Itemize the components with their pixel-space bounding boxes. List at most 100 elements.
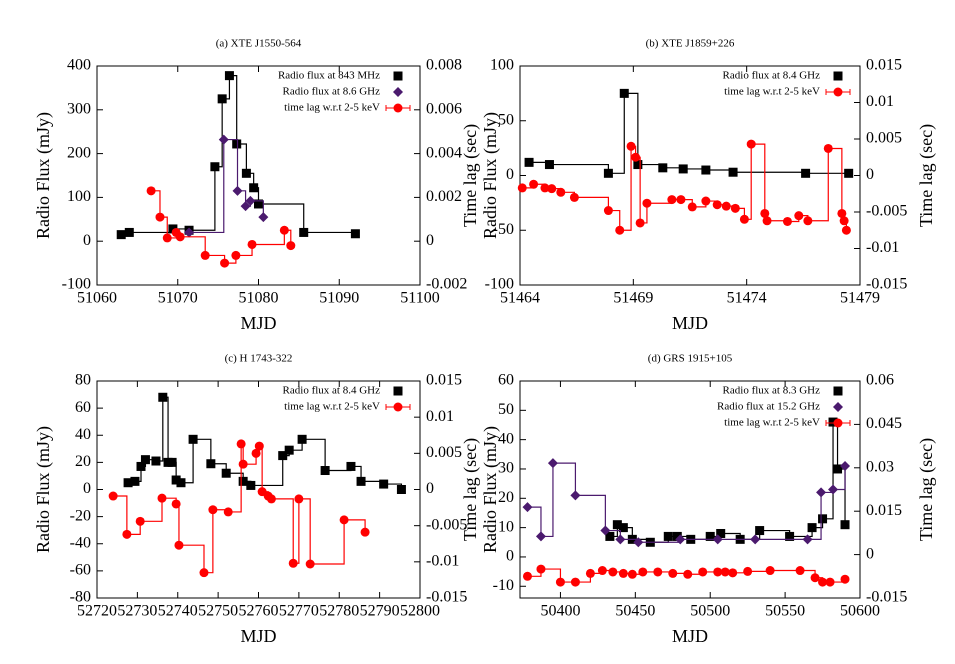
marker-diamond [840,461,851,472]
marker-circle [743,566,753,576]
marker-circle [585,568,595,578]
x-axis-label: MJD [240,313,276,333]
y-tick-label: 50 [498,401,514,418]
x-tick-label: 51464 [500,290,540,307]
marker-square [158,392,168,402]
y-tick-label: 40 [498,430,514,447]
marker-circle [236,439,246,449]
y-tick-label: 0 [83,480,91,497]
y-tick-label: -100 [62,276,91,293]
marker-square [393,71,403,81]
y-tick-label: -50 [493,221,514,238]
panel-title: (b) XTE J1859+226 [646,38,735,50]
marker-square [393,386,403,396]
legend-label: Radio flux at 8.4 GHz [723,70,821,82]
y-tick-label: -40 [70,534,91,551]
marker-square [807,523,817,533]
y-tick-label: 300 [67,100,91,117]
plot-frame [519,380,861,599]
marker-diamond [750,534,761,545]
marker-circle [108,491,118,501]
marker-square [278,451,288,461]
marker-square [320,466,330,476]
x-tick-label: 52740 [158,603,198,620]
series-line [527,462,846,543]
marker-square [238,476,248,486]
x-tick-label: 52720 [77,603,117,620]
marker-square [728,167,738,177]
x-tick-label: 51060 [77,290,117,307]
marker-square [633,160,643,170]
marker-square [678,164,688,174]
marker-diamond [833,402,843,412]
marker-circle [739,214,749,224]
marker-circle [701,196,711,206]
x-tick-label: 50400 [540,603,580,620]
y2-axis-label: Time lag (sec) [916,124,937,227]
marker-square [844,168,854,178]
marker-square [206,459,216,469]
y2-tick-label: 0.045 [866,415,902,432]
x-tick-label: 51100 [400,290,439,307]
marker-square [241,168,251,178]
marker-circle [208,505,218,515]
panel: (d) GRS 1915+105 MJD Radio Flux (mJy) Time … [480,353,937,647]
x-tick-label: 52760 [239,603,279,620]
legend-label: Radio flux at 8.3 GHz [723,385,821,397]
marker-square [124,227,134,237]
legend-label: time lag w.r.t 2-5 keV [724,86,820,98]
marker-square [167,457,177,467]
marker-square [833,464,843,474]
marker-circle [638,567,648,577]
y-axis-label: Radio Flux (mJy) [33,112,54,239]
panel: (c) H 1743-322 MJD Radio Flux (mJy) Time la… [33,353,481,647]
x-tick-label: 52800 [400,603,440,620]
marker-circle [782,216,792,226]
marker-circle [157,493,167,503]
marker-circle [760,208,770,218]
marker-diamond [600,525,611,536]
marker-diamond [232,185,243,196]
marker-square [284,445,294,455]
marker-square [716,528,726,538]
y2-tick-label: 0.01 [866,93,894,110]
marker-circle [174,540,184,550]
x-tick-label: 52770 [279,603,319,620]
y2-tick-label: 0.06 [866,372,894,389]
y-tick-label: -100 [485,276,514,293]
marker-square [224,71,234,81]
marker-diamond [712,534,723,545]
y2-tick-label: -0.015 [866,276,907,293]
y-tick-label: 400 [67,57,91,74]
marker-circle [540,183,550,193]
marker-square [619,88,629,98]
y2-axis-label: Time lag (sec) [916,438,937,541]
marker-diamond [240,201,251,212]
marker-circle [653,567,663,577]
marker-circle [360,527,370,537]
marker-diamond [184,227,195,238]
y-tick-label: 100 [490,57,514,74]
marker-square [299,227,309,237]
y-axis-label: Radio Flux (mJy) [480,426,501,553]
marker-circle [200,250,210,260]
marker-square [840,520,850,530]
y-axis-label: Radio Flux (mJy) [480,112,501,239]
marker-circle [175,232,185,242]
marker-square [297,434,307,444]
marker-square [171,475,181,485]
marker-square [123,478,133,488]
y2-tick-label: 0.01 [426,408,454,425]
y-tick-label: 30 [498,460,514,477]
marker-circle [837,208,847,218]
legend-label: Radio flux at 8.4 GHz [283,385,381,397]
y2-tick-label: 0.015 [866,502,902,519]
marker-circle [627,569,637,579]
marker-circle [238,459,248,469]
marker-circle [818,577,828,587]
marker-circle [254,441,264,451]
y-tick-label: 40 [75,426,91,443]
marker-circle [833,418,843,428]
y2-tick-label: 0.015 [866,57,902,74]
